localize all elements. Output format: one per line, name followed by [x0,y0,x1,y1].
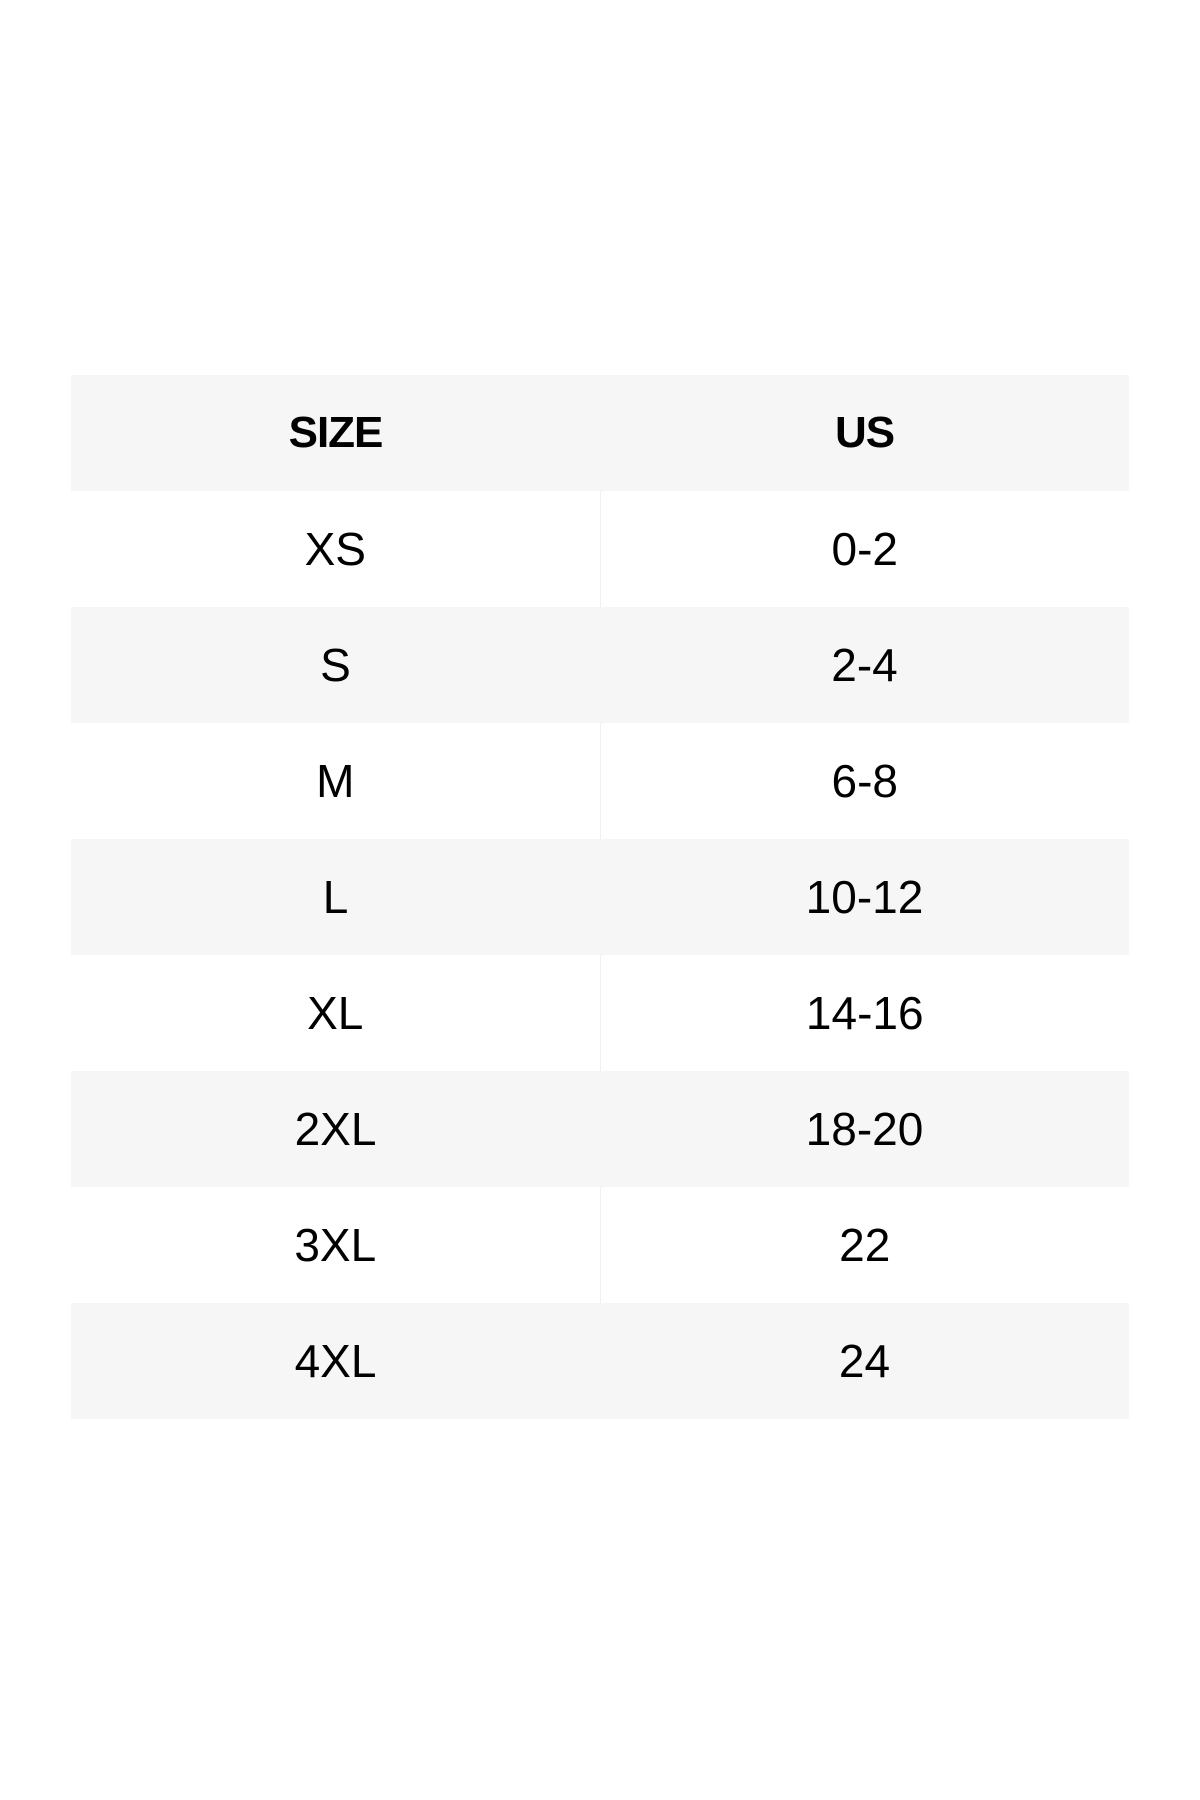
size-chart-table: SIZE US XS 0-2 S 2-4 M 6-8 L 10-12 XL 14-16 2XL 18-… [71,375,1129,1419]
table-row: M 6-8 [71,723,1129,839]
size-cell: S [320,639,351,691]
us-cell: 22 [839,1219,891,1271]
size-cell: 4XL [294,1335,377,1387]
table-row: XS 0-2 [71,491,1129,607]
table-row: XL 14-16 [71,955,1129,1071]
us-cell: 24 [838,1335,891,1387]
us-cell: 18-20 [805,1103,924,1155]
size-cell: L [322,871,349,923]
size-cell: 3XL [71,1187,601,1303]
us-cell: 6-8 [831,755,898,807]
size-cell: XL [71,955,601,1071]
table-row: 3XL 22 [71,1187,1129,1303]
us-cell: 10-12 [805,871,924,923]
header-size: SIZE [288,408,384,457]
size-cell: 2XL [294,1103,377,1155]
size-cell: M [71,723,601,839]
table-row: 4XL 24 [71,1303,1129,1419]
table-row: L 10-12 [71,839,1129,955]
us-cell: 14-16 [805,987,924,1039]
size-cell: XS [71,491,601,607]
header-us: US [834,408,895,457]
us-cell: 0-2 [831,523,898,575]
table-row: 2XL 18-20 [71,1071,1129,1187]
table-row: S 2-4 [71,607,1129,723]
table-header: SIZE US [71,375,1129,491]
us-cell: 2-4 [831,639,898,691]
